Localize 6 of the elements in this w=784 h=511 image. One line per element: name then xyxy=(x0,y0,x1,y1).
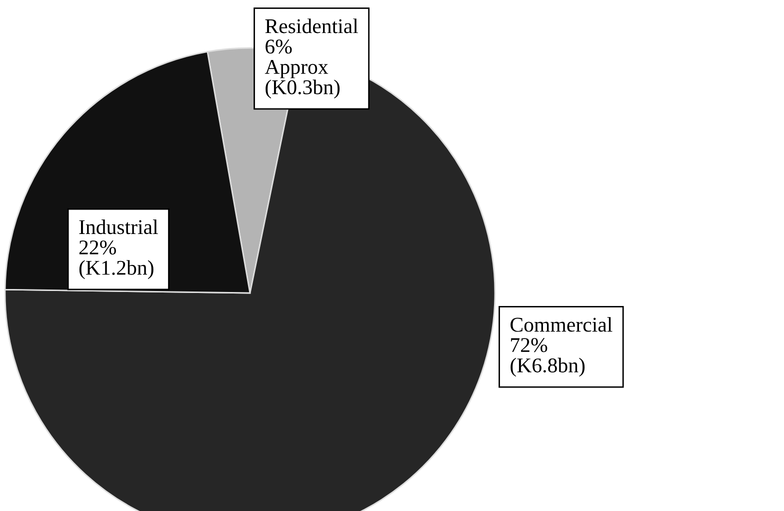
data-label: 22% (K1.2bn) xyxy=(79,240,154,280)
data-label: 72% (K6.8bn) xyxy=(510,338,585,377)
data-label: 6% Approx (K0.3bn) xyxy=(264,40,340,99)
slice-label: Residential xyxy=(265,18,358,34)
slice-label: Industrial xyxy=(79,220,158,234)
slice-label: Commercial xyxy=(510,317,612,332)
